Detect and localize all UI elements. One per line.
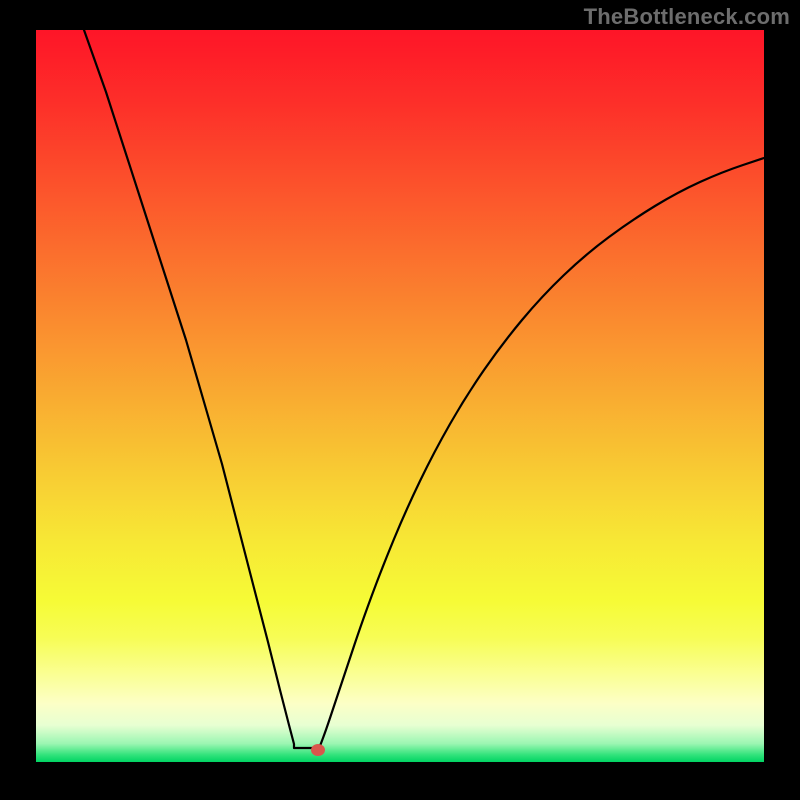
plot-area <box>36 30 764 762</box>
gradient-background <box>36 30 764 762</box>
optimal-point-marker <box>311 744 325 756</box>
watermark-text: TheBottleneck.com <box>584 4 790 30</box>
bottleneck-curve-chart <box>36 30 764 762</box>
chart-container: TheBottleneck.com <box>0 0 800 800</box>
